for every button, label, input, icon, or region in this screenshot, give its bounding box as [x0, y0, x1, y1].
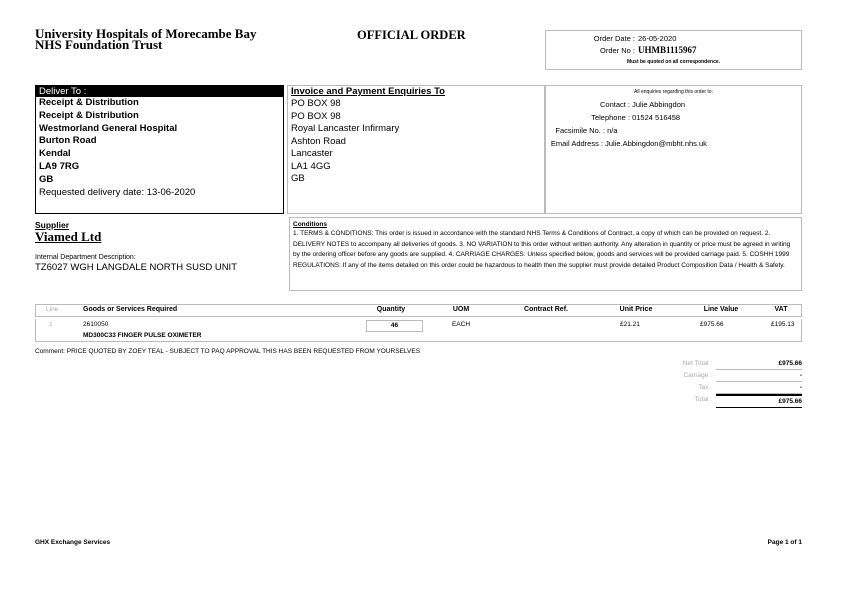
order-date: 26-05-2020: [638, 34, 677, 43]
row-quantity: 46: [366, 320, 423, 332]
address-line: Royal Lancaster Infirmary: [291, 123, 400, 134]
quote-note: Must be quoted on all correspondence.: [626, 59, 721, 65]
contact-name: Julie Abbingdon: [632, 100, 686, 109]
carriage: -: [716, 370, 802, 382]
page-number: Page 1 of 1: [767, 539, 802, 546]
address-line: Lancaster: [291, 148, 333, 159]
fax-label: Facsimile No. :: [555, 126, 605, 135]
contact-label: Contact :: [599, 100, 630, 109]
dept-label: Internal Department Description:: [35, 254, 136, 261]
invoice-address: PO BOX 98 PO BOX 98 Royal Lancaster Infirm…: [288, 98, 544, 186]
telephone: 01524 516458: [632, 113, 681, 122]
footer-provider: GHX Exchange Services: [35, 539, 111, 546]
col-line-value: Line Value: [703, 306, 739, 313]
address-line: Kendal: [39, 148, 71, 160]
deliver-to-box: Deliver To : Receipt & Distribution Recei…: [35, 85, 284, 214]
address-line: Ashton Road: [291, 135, 346, 147]
total: £975.66: [716, 394, 802, 408]
address-line: LA9 7RG: [39, 160, 80, 172]
row-line: 1: [49, 321, 53, 328]
deliver-to-title: Deliver To :: [36, 86, 283, 97]
tax-label: Tax :: [698, 384, 712, 391]
address-line: Receipt & Distribution: [39, 109, 139, 121]
net-total-label: Net Total :: [682, 360, 712, 367]
col-goods: Goods or Services Required: [83, 306, 178, 313]
col-quantity: Quantity: [376, 306, 406, 313]
address-line: GB: [39, 173, 54, 185]
address-line: PO BOX 98: [291, 98, 341, 109]
address-line: Burton Road: [39, 135, 97, 147]
row-vat: £195.13: [771, 321, 795, 328]
tax: -: [716, 382, 802, 394]
address-line: LA1 4GG: [291, 160, 331, 172]
address-line: Receipt & Distribution: [39, 97, 139, 108]
address-line: GB: [291, 173, 305, 184]
order-lines-table: Line Goods or Services Required Quantity…: [35, 304, 802, 342]
order-info-box: Order Date : 26-05-2020 Order No : UHMB1…: [545, 30, 802, 70]
order-comment: Comment: PRICE QUOTED BY ZOEY TEAL - SUB…: [35, 348, 421, 355]
supplier-label: Supplier: [35, 220, 70, 230]
row-line-value: £975.66: [700, 321, 724, 328]
address-line: PO BOX 98: [291, 110, 341, 122]
dept-description: TZ6027 WGH LANGDALE NORTH SUSD UNIT: [35, 262, 238, 273]
row-uom: EACH: [451, 321, 471, 328]
trust-name-line2: NHS Foundation Trust: [35, 37, 163, 52]
col-vat: VAT: [774, 306, 788, 313]
order-date-label: Order Date :: [593, 34, 635, 43]
col-uom: UOM: [452, 306, 470, 313]
col-contract: Contract Ref.: [524, 306, 568, 313]
col-unit-price: Unit Price: [619, 306, 653, 313]
order-no: UHMB1115967: [638, 45, 697, 55]
invoice-box: Invoice and Payment Enquiries To PO BOX …: [287, 85, 545, 214]
fax: n/a: [607, 126, 618, 135]
deliver-address: Receipt & Distribution Receipt & Distribu…: [36, 97, 283, 187]
invoice-title: Invoice and Payment Enquiries To: [291, 86, 445, 97]
enquiries-box: All enquiries regarding this order to: C…: [545, 85, 802, 214]
col-line: Line: [46, 306, 59, 313]
row-description: MD300C33 FINGER PULSE OXIMETER: [83, 332, 202, 339]
table-header: Line Goods or Services Required Quantity…: [35, 304, 802, 317]
email[interactable]: Julie.Abbingdon@mbht.nhs.uk: [605, 139, 707, 148]
table-row: 1 2610050 MD300C33 FINGER PULSE OXIMETER…: [35, 319, 802, 342]
conditions-title: Conditions: [293, 221, 327, 228]
row-code: 2610050: [83, 321, 109, 328]
doc-title: OFFICIAL ORDER: [357, 28, 466, 42]
row-unit-price: £21.21: [620, 321, 640, 328]
conditions-box: Conditions 1. TERMS & CONDITIONS: This o…: [289, 217, 802, 291]
totals: Net Total : £975.66 Carriage :- Tax :- To…: [640, 358, 802, 408]
trust-name-line1: University Hospitals of Morecambe Bay: [35, 26, 257, 41]
order-no-label: Order No :: [599, 46, 635, 55]
supplier-name: Viamed Ltd: [35, 229, 102, 244]
email-label: Email Address :: [550, 139, 603, 148]
telephone-label: Telephone :: [591, 113, 630, 122]
address-line: Westmorland General Hospital: [39, 122, 178, 134]
total-label: Total :: [694, 396, 712, 403]
net-total: £975.66: [716, 358, 802, 370]
carriage-label: Carriage :: [683, 372, 712, 379]
conditions-text: 1. TERMS & CONDITIONS: This order is iss…: [293, 230, 791, 269]
trust-name: University Hospitals of Morecambe Bay NH…: [35, 26, 257, 52]
enquiries-intro: All enquiries regarding this order to:: [634, 89, 713, 95]
requested-delivery-date: Requested delivery date: 13-06-2020: [39, 186, 196, 198]
